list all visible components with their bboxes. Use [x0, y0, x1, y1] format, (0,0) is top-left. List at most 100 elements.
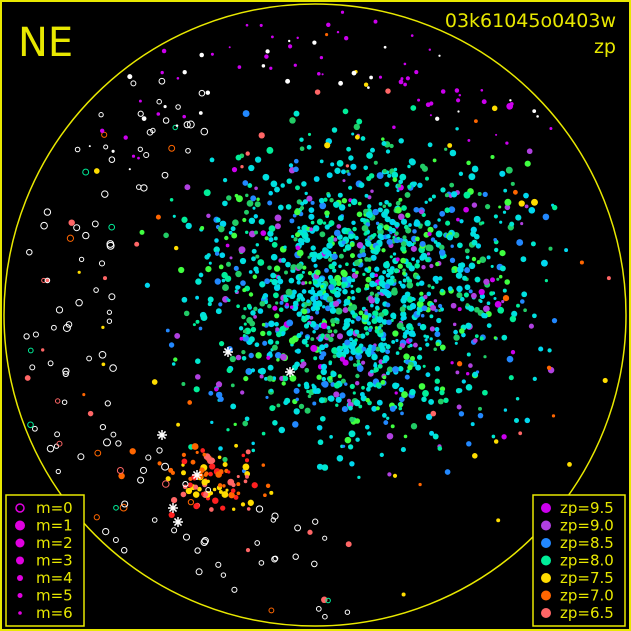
star-marker [235, 354, 242, 361]
star-marker [501, 434, 507, 440]
star-marker [420, 313, 425, 318]
star-marker [511, 310, 518, 317]
star-marker [350, 198, 358, 206]
star-marker [398, 346, 403, 351]
unmatched-star-marker [312, 518, 319, 525]
star-marker [357, 253, 363, 259]
zeropoint-legend-label: zp=8.0 [560, 552, 614, 570]
star-marker [184, 184, 191, 191]
star-marker [462, 275, 468, 281]
star-marker [482, 191, 488, 198]
star-marker [349, 461, 355, 467]
star-marker [261, 431, 266, 436]
star-marker [258, 218, 265, 225]
star-marker [523, 192, 529, 199]
star-marker [544, 279, 548, 283]
unmatched-star-marker [130, 80, 137, 87]
star-marker [515, 396, 520, 401]
star-marker [382, 355, 390, 362]
star-marker [317, 439, 324, 446]
star-marker [383, 420, 389, 426]
star-marker [242, 463, 250, 471]
star-marker [411, 296, 415, 301]
star-marker [366, 321, 371, 326]
star-marker [237, 285, 241, 289]
zeropoint-legend-marker [541, 520, 551, 531]
star-marker [252, 206, 256, 210]
star-marker [321, 464, 329, 471]
star-marker [243, 376, 249, 382]
star-marker [233, 494, 239, 500]
star-marker [341, 270, 348, 278]
star-marker [453, 329, 458, 335]
star-marker [173, 245, 179, 251]
star-marker [409, 388, 416, 396]
star-marker [251, 448, 256, 453]
star-marker [308, 281, 312, 285]
star-marker [505, 166, 513, 174]
star-marker [338, 253, 344, 259]
star-marker [425, 413, 433, 421]
star-marker [254, 201, 261, 208]
zeropoint-legend-label: zp=9.5 [560, 499, 614, 517]
unmatched-star-marker [162, 480, 170, 488]
star-marker [417, 182, 423, 188]
star-marker [249, 320, 256, 327]
star-marker [342, 108, 349, 115]
star-marker [498, 274, 503, 279]
star-marker [365, 240, 372, 247]
star-marker [295, 185, 300, 191]
star-marker [248, 292, 254, 297]
star-marker [379, 345, 385, 351]
magnitude-legend-marker [17, 575, 23, 581]
star-marker [296, 36, 299, 40]
star-marker [333, 391, 340, 398]
star-marker [257, 259, 265, 266]
star-marker [477, 412, 484, 419]
zeropoint-legend-marker [541, 608, 551, 618]
star-marker [222, 484, 226, 488]
zeropoint-legend-label: zp=9.0 [560, 517, 614, 535]
star-marker [355, 373, 360, 379]
star-marker [431, 194, 436, 199]
bright-star-marker [173, 517, 183, 527]
star-marker [398, 138, 404, 144]
star-marker [547, 348, 552, 353]
star-marker [226, 195, 232, 201]
star-marker [460, 296, 465, 302]
star-marker [398, 402, 404, 407]
star-marker [279, 325, 287, 333]
star-marker [294, 208, 301, 216]
star-marker [358, 258, 363, 263]
star-marker [348, 155, 354, 161]
unmatched-star-marker [156, 98, 162, 105]
star-marker [385, 371, 390, 376]
star-marker [275, 340, 280, 345]
star-marker [297, 226, 301, 230]
star-marker [455, 127, 459, 131]
unmatched-star-marker [194, 547, 201, 554]
star-marker [405, 276, 410, 280]
star-marker [312, 279, 318, 285]
star-marker [123, 135, 128, 140]
star-marker [316, 424, 323, 431]
star-marker [331, 253, 338, 260]
star-marker [415, 236, 420, 242]
star-markers [23, 10, 611, 620]
star-marker [276, 331, 282, 338]
unmatched-star-marker [27, 421, 34, 429]
star-marker [328, 375, 333, 380]
star-marker [402, 235, 407, 240]
star-marker [383, 224, 390, 231]
star-marker [259, 300, 266, 307]
star-marker [308, 207, 315, 213]
star-marker [262, 340, 268, 346]
star-marker [465, 303, 470, 307]
star-marker [524, 160, 531, 167]
star-marker [450, 302, 457, 309]
star-marker [236, 482, 241, 487]
star-marker [344, 339, 351, 346]
star-marker [339, 392, 346, 399]
star-marker [445, 220, 451, 226]
star-marker [301, 289, 307, 294]
